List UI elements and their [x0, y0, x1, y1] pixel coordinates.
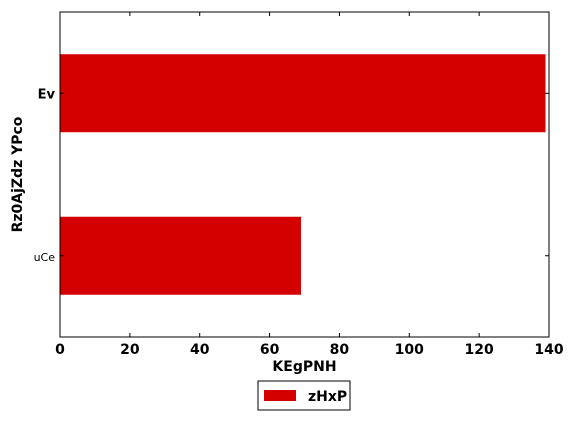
x-tick-label: 20: [120, 342, 140, 358]
x-tick-label: 60: [260, 342, 280, 358]
bars-group: [60, 54, 546, 295]
bar-uCe: [60, 216, 302, 295]
legend-label: zHxP: [308, 389, 347, 405]
bar-Ev: [60, 54, 546, 133]
plot-area-frame: [59, 11, 550, 338]
y-tick-label: Ev: [38, 87, 56, 102]
y-tick-label: uCe: [34, 251, 56, 264]
x-tick-label: 140: [534, 342, 563, 358]
x-tick-label: 120: [465, 342, 494, 358]
x-tick-label: 100: [395, 342, 424, 358]
legend-swatch: [264, 390, 296, 401]
y-axis-ticks: Ev uCe: [34, 87, 549, 264]
x-tick-label: 40: [190, 342, 210, 358]
x-axis-ticks: 0 20 40 60 80 100 120 140: [55, 12, 564, 358]
y-axis-label: Rz0AjZdz YPco: [10, 116, 26, 232]
legend: zHxP: [257, 380, 351, 411]
x-tick-label: 0: [55, 342, 65, 358]
x-tick-label: 80: [330, 342, 350, 358]
x-axis-label: KEgPNH: [272, 359, 336, 375]
